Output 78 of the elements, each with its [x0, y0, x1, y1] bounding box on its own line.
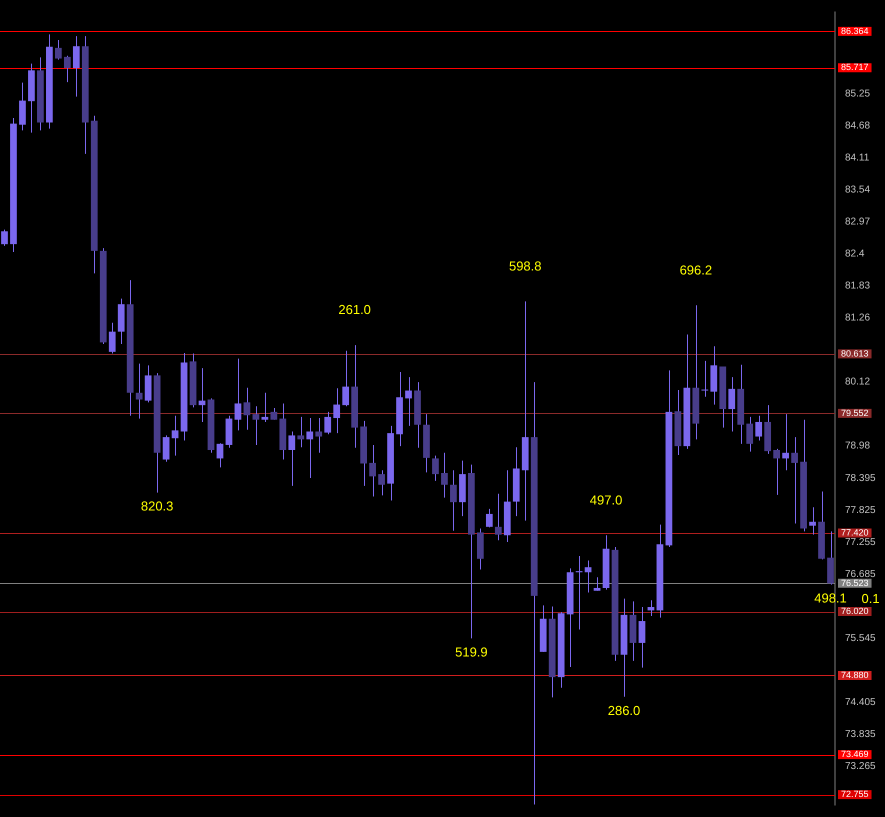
annotation: 497.0: [590, 492, 622, 508]
ref-line-label: 76.020: [841, 606, 869, 616]
ref-line-label: 85.717: [841, 62, 869, 72]
y-tick-label: 73.265: [845, 760, 876, 772]
candlestick: [728, 376, 736, 432]
ref-line-label: 86.364: [841, 26, 869, 36]
candlestick: [136, 363, 143, 420]
annotation: 498.1: [814, 590, 847, 606]
candlestick: [773, 448, 780, 496]
y-tick-label: 83.54: [845, 184, 870, 196]
candlestick: [162, 434, 170, 462]
y-tick-label: 84.68: [845, 120, 870, 132]
candlestick: [172, 415, 178, 456]
candlestick: [405, 376, 412, 426]
candlestick: [746, 416, 754, 452]
y-tick-label: 82.97: [845, 216, 870, 228]
ref-line-label: 73.469: [841, 749, 869, 760]
candlestick: [234, 358, 242, 431]
annotation: 598.8: [508, 258, 542, 274]
y-tick-label: 80.12: [845, 376, 870, 388]
annotation: 261.0: [338, 302, 371, 318]
y-tick-label: 81.26: [845, 312, 870, 324]
candlestick: [378, 470, 385, 496]
annotation: 519.9: [455, 644, 488, 660]
candlestick: [1, 229, 8, 246]
ref-line-label: 77.420: [841, 527, 869, 538]
ref-line-label: 72.755: [841, 789, 869, 800]
y-tick-label: 74.405: [845, 696, 876, 708]
candlestick: [576, 555, 582, 630]
candlestick: [584, 560, 592, 593]
candlestick: [638, 606, 646, 668]
candlestick: [244, 387, 250, 430]
ref-line-label: 80.613: [841, 348, 869, 358]
y-tick-label: 85.25: [845, 88, 870, 100]
annotation: 696.2: [680, 262, 712, 278]
candlestick: [809, 506, 816, 536]
candlestick: [594, 576, 600, 592]
candlestick: [288, 430, 296, 486]
annotation: 286.0: [608, 702, 640, 718]
candlestick: [252, 406, 260, 446]
candlestick: [54, 40, 62, 60]
y-tick-label: 73.835: [845, 728, 876, 740]
candlestick: [64, 55, 71, 83]
ref-line-label: 76.523: [841, 578, 869, 588]
candlestick: [486, 508, 493, 528]
candlestick: [315, 418, 322, 454]
candlestick: [333, 388, 340, 434]
y-tick-label: 84.11: [845, 152, 870, 164]
candlestick: [648, 600, 654, 617]
y-tick-label: 76.685: [845, 568, 876, 580]
candlestick: [791, 436, 798, 524]
y-tick-label: 77.825: [845, 505, 876, 516]
candlestick: [450, 470, 457, 532]
y-tick-label: 78.395: [845, 473, 876, 484]
y-tick-label: 75.545: [845, 632, 876, 644]
candlestick: [216, 442, 224, 468]
annotation: 820.3: [140, 498, 174, 514]
y-tick-label: 78.98: [845, 440, 870, 452]
candlestick: [494, 493, 502, 541]
ref-line-label: 74.880: [841, 670, 869, 680]
candlestick: [108, 322, 116, 354]
y-tick-label: 81.83: [845, 280, 870, 292]
candlestick: [369, 444, 376, 498]
candlestick: [782, 414, 789, 471]
candlestick: [441, 452, 448, 498]
y-tick-label: 82.4: [845, 248, 865, 260]
candlestick: [324, 411, 332, 435]
candlestick: [306, 418, 314, 479]
candlestick: [432, 455, 439, 482]
text: 0.1: [861, 591, 880, 606]
candlestick: [198, 368, 206, 422]
candlestick: [297, 416, 304, 448]
candlestick: [72, 36, 80, 98]
candlestick: [342, 350, 350, 407]
y-tick-label: 77.255: [845, 537, 876, 548]
candlestick: [755, 415, 762, 441]
ref-line-label: 79.552: [841, 408, 869, 418]
candlestick: [701, 360, 708, 398]
